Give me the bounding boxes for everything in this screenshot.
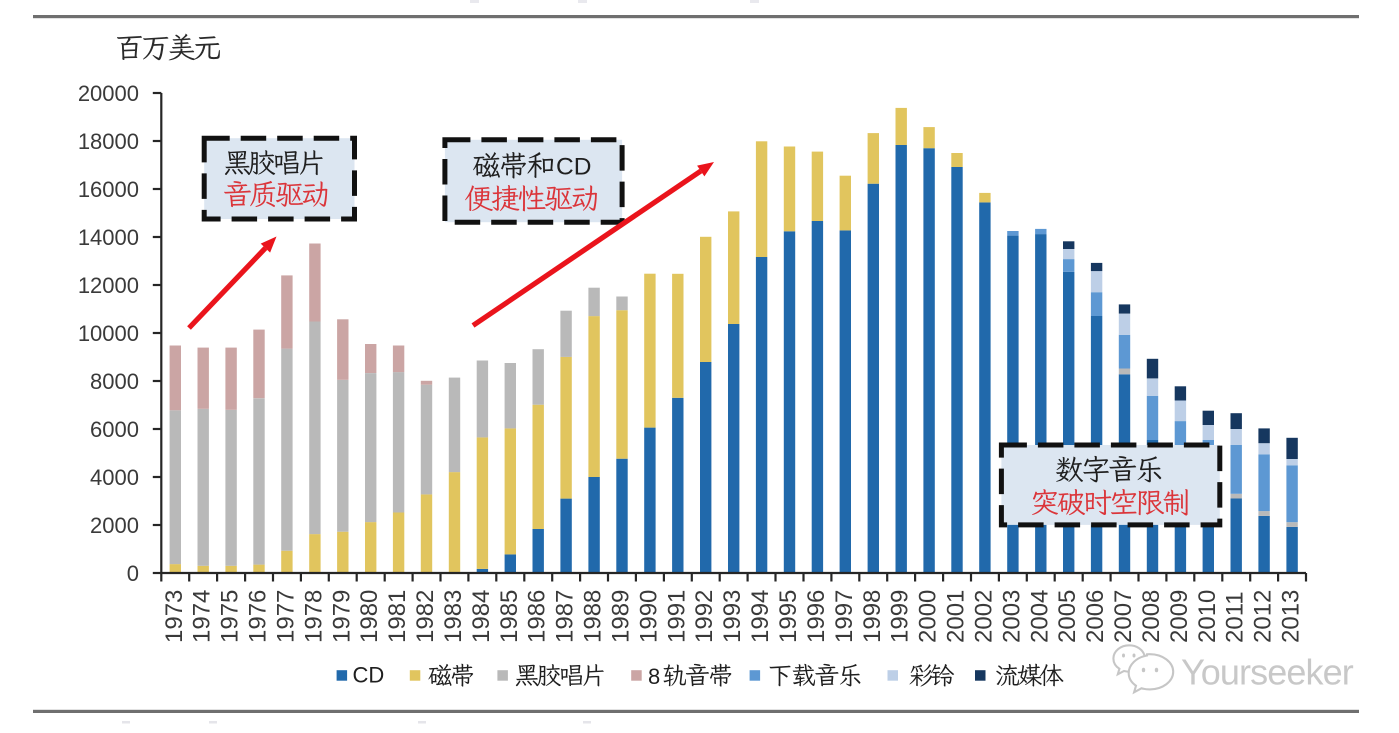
svg-text:1990: 1990	[635, 590, 662, 643]
svg-text:2006: 2006	[1082, 590, 1109, 643]
svg-text:1978: 1978	[300, 590, 327, 643]
svg-text:2000: 2000	[915, 590, 942, 643]
svg-text:2013: 2013	[1278, 590, 1305, 643]
svg-text:8: 8	[648, 664, 660, 689]
svg-text:2002: 2002	[970, 590, 997, 643]
svg-text:1991: 1991	[663, 590, 690, 643]
svg-text:4000: 4000	[90, 465, 139, 490]
svg-text:1986: 1986	[524, 590, 551, 643]
svg-text:2008: 2008	[1138, 590, 1165, 643]
svg-text:1995: 1995	[775, 590, 802, 643]
svg-text:1979: 1979	[328, 590, 355, 643]
svg-text:1981: 1981	[384, 590, 411, 643]
svg-text:14000: 14000	[78, 225, 139, 250]
svg-text:1980: 1980	[356, 590, 383, 643]
svg-text:1992: 1992	[691, 590, 718, 643]
svg-text:2009: 2009	[1166, 590, 1193, 643]
svg-text:1975: 1975	[217, 590, 244, 643]
svg-text:1984: 1984	[468, 590, 495, 643]
svg-text:2005: 2005	[1054, 590, 1081, 643]
svg-text:1999: 1999	[887, 590, 914, 643]
svg-text:1998: 1998	[859, 590, 886, 643]
svg-text:2001: 2001	[943, 590, 970, 643]
svg-text:1997: 1997	[831, 590, 858, 643]
svg-text:1988: 1988	[580, 590, 607, 643]
svg-text:1976: 1976	[245, 590, 272, 643]
svg-text:1973: 1973	[161, 590, 188, 643]
svg-text:1993: 1993	[719, 590, 746, 643]
svg-text:1987: 1987	[552, 590, 579, 643]
svg-text:2012: 2012	[1250, 590, 1277, 643]
svg-text:8000: 8000	[90, 369, 139, 394]
svg-text:2010: 2010	[1194, 590, 1221, 643]
svg-text:1982: 1982	[412, 590, 439, 643]
svg-text:16000: 16000	[78, 177, 139, 202]
svg-text:1989: 1989	[608, 590, 635, 643]
svg-text:12000: 12000	[78, 273, 139, 298]
svg-text:CD: CD	[556, 154, 591, 181]
svg-text:20000: 20000	[78, 81, 139, 106]
svg-text:2004: 2004	[1026, 590, 1053, 643]
svg-text:1977: 1977	[272, 590, 299, 643]
svg-text:2003: 2003	[998, 590, 1025, 643]
svg-text:Yourseeker: Yourseeker	[1181, 652, 1354, 693]
svg-text:0: 0	[127, 561, 139, 586]
svg-text:CD: CD	[353, 663, 385, 688]
svg-text:10000: 10000	[78, 321, 139, 346]
svg-text:1996: 1996	[803, 590, 830, 643]
svg-text:18000: 18000	[78, 129, 139, 154]
svg-text:2000: 2000	[90, 513, 139, 538]
svg-text:1985: 1985	[496, 590, 523, 643]
svg-text:2007: 2007	[1110, 590, 1137, 643]
svg-text:1974: 1974	[189, 590, 216, 643]
svg-text:1983: 1983	[440, 590, 467, 643]
svg-text:6000: 6000	[90, 417, 139, 442]
svg-text:2011: 2011	[1222, 591, 1249, 643]
svg-text:1994: 1994	[747, 590, 774, 643]
